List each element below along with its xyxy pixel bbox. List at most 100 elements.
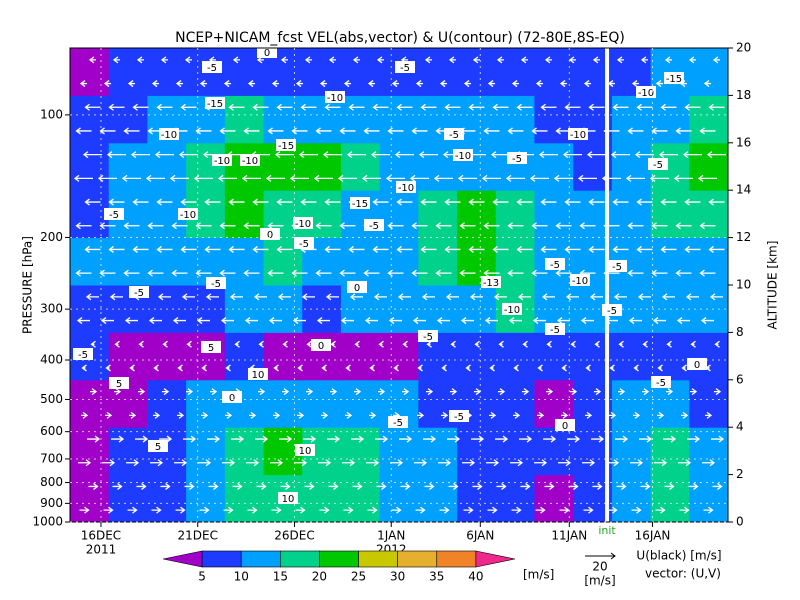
field-cell [611,95,652,144]
wind-vector [703,80,711,88]
wind-vector [100,317,114,325]
field-cell [186,379,226,428]
wind-vector [223,80,231,88]
field-cell [495,379,535,428]
wind-vector [538,151,558,159]
wind-vector [642,340,648,348]
wind-vector [592,56,600,64]
field-cell [147,142,187,191]
wind-vector [184,56,192,64]
y2-tick-label: 12 [736,230,751,244]
wind-vector [583,506,594,514]
wind-vector [556,317,570,325]
contour-label-box [648,158,668,170]
contour-label-box [687,358,707,370]
wind-vector [177,411,185,419]
wind-vector [267,269,284,277]
field-cell [186,474,226,523]
field-cell [495,190,535,239]
wind-vector [531,127,548,135]
field-cell [650,332,690,381]
contour-label: -5 [299,239,309,250]
contour-label-box [248,368,268,380]
wind-vector [618,340,624,348]
field-cell [186,427,226,476]
wind-vector [498,388,506,396]
wind-vector [681,411,689,419]
contour-label-box [444,128,464,140]
wind-vector [300,198,317,206]
contour-label-box [240,154,260,166]
year-label: 2011 [86,543,117,557]
wind-vector [714,388,722,396]
wind-vector [402,340,408,348]
contour-label: 10 [252,370,265,381]
contour-label: -5 [207,63,217,74]
wind-vector [681,364,687,372]
field-cell [534,142,574,191]
colorbar-cell [240,550,281,568]
wind-vector [229,293,243,301]
wind-vector [123,222,140,230]
field-cell [689,190,729,239]
field-cell [457,332,497,381]
wind-vector [106,151,126,159]
field-cell [70,427,110,476]
field-cell [340,237,381,286]
contour-label: 10 [282,494,295,505]
field-cell [689,474,729,523]
contour-label-box [222,391,242,403]
wind-vector [534,459,548,467]
x-tick-label: 11JAN [551,529,587,543]
field-cell [147,379,187,428]
wind-vector [586,151,606,159]
contour-label-box [449,410,469,422]
y2-tick-label: 8 [736,325,744,339]
x-tick-label: 16DEC [81,529,121,543]
contour-label-box [295,444,315,456]
wind-vector [153,364,159,372]
wind-vector [322,151,342,159]
wind-vector [375,435,389,443]
wind-vector [201,411,209,419]
y2-tick-label: 14 [736,183,751,197]
wind-vector [208,482,219,490]
wind-vector [507,269,524,277]
wind-vector [630,459,644,467]
wind-vector [703,506,714,514]
wind-vector [343,506,354,514]
wind-vector [591,435,605,443]
wind-vector [583,80,591,88]
wind-vector [114,388,122,396]
wind-vector [433,174,453,182]
field-cell [495,474,535,523]
field-cell [457,48,497,96]
wind-vector [372,245,389,253]
wind-vector [585,411,593,419]
field-cell [418,427,458,476]
contour-label-box [364,219,384,231]
field-cell [147,474,187,523]
wind-vector [708,198,725,206]
wind-vector [684,103,701,111]
field-cell [611,427,652,476]
wind-vector [564,198,581,206]
field-cell [611,474,652,523]
wind-vector [516,198,533,206]
y2-axis-label: ALTITUDE [km] [766,241,780,330]
wind-vector [244,317,258,325]
wind-vector [402,388,410,396]
wind-vector [706,151,726,159]
wind-vector [352,56,360,64]
wind-vector [540,198,557,206]
wind-vector [540,103,557,111]
wind-vector [700,317,714,325]
wind-vector [90,388,98,396]
wind-vector [268,317,282,325]
field-cell [379,332,419,381]
wind-vector [459,269,476,277]
wind-vector [465,364,471,372]
wind-vector [616,56,624,64]
contour-label: -15 [278,141,294,152]
field-cell [534,190,574,239]
